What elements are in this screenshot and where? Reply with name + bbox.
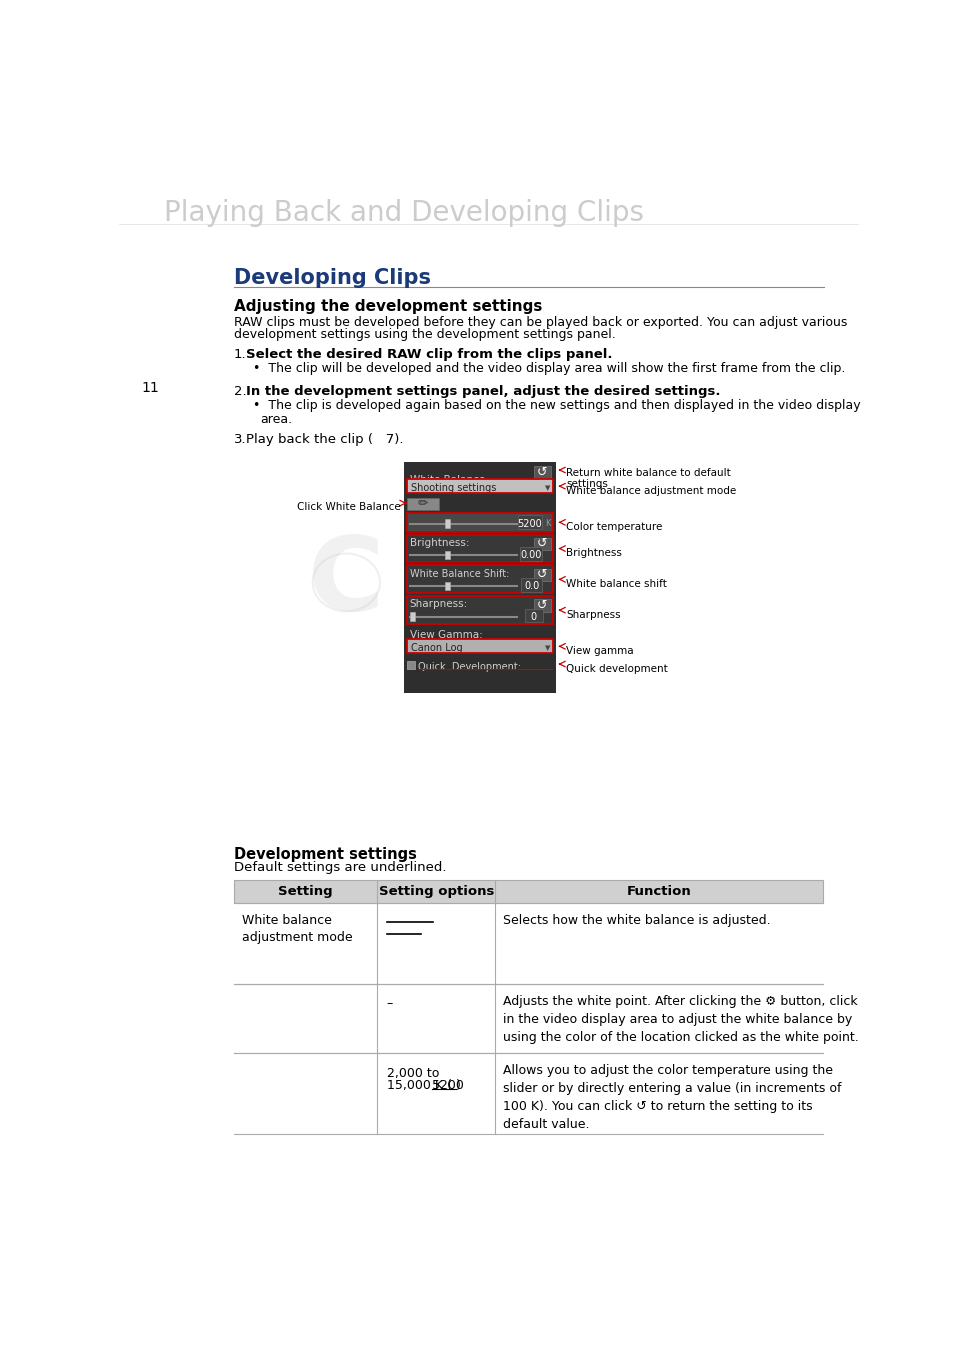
Text: Default settings are underlined.: Default settings are underlined. — [233, 861, 446, 875]
Text: Playing Back and Developing Clips: Playing Back and Developing Clips — [164, 198, 643, 227]
Text: Setting: Setting — [277, 884, 333, 898]
Bar — [404, 462, 555, 694]
Text: RAW clips must be developed before they can be played back or exported. You can : RAW clips must be developed before they … — [233, 316, 846, 329]
Text: ✏: ✏ — [417, 497, 428, 510]
Bar — [233, 984, 822, 1053]
Text: Color temperature: Color temperature — [566, 522, 662, 532]
Bar — [406, 513, 553, 532]
Bar — [524, 609, 542, 622]
Text: 15,000 K (: 15,000 K ( — [386, 1079, 451, 1092]
Text: White balance
adjustment mode: White balance adjustment mode — [241, 914, 352, 944]
Text: ↺: ↺ — [537, 466, 547, 479]
Bar — [406, 597, 553, 624]
Bar — [406, 498, 439, 510]
Bar — [406, 535, 553, 563]
Text: 2,000 to: 2,000 to — [386, 1066, 438, 1080]
Text: –: – — [386, 998, 393, 1010]
Text: 3.: 3. — [233, 433, 246, 446]
Text: Selects how the white balance is adjusted.: Selects how the white balance is adjuste… — [502, 914, 770, 927]
Text: View Gamma:: View Gamma: — [410, 630, 482, 640]
Text: 0.00: 0.00 — [519, 551, 541, 560]
Text: ▼: ▼ — [544, 485, 550, 490]
Bar — [534, 466, 550, 478]
Bar — [406, 662, 415, 668]
Text: Select the desired RAW clip from the clips panel.: Select the desired RAW clip from the cli… — [246, 348, 612, 362]
Text: area.: area. — [260, 413, 293, 427]
Text: Return white balance to default: Return white balance to default — [566, 467, 730, 478]
Text: K: K — [544, 520, 550, 528]
Text: Adjusts the white point. After clicking the ⚙ button, click
in the video display: Adjusts the white point. After clicking … — [502, 995, 858, 1044]
Text: Adjusting the development settings: Adjusting the development settings — [233, 300, 541, 315]
Bar — [406, 479, 553, 493]
Text: ↺: ↺ — [537, 599, 547, 612]
Bar — [521, 578, 541, 591]
Text: ↺: ↺ — [537, 537, 547, 551]
Text: development settings using the development settings panel.: development settings using the developme… — [233, 328, 615, 342]
Text: White balance adjustment mode: White balance adjustment mode — [566, 486, 736, 495]
Text: Developing Clips: Developing Clips — [233, 269, 431, 289]
Text: Allows you to adjust the color temperature using the
slider or by directly enter: Allows you to adjust the color temperatu… — [502, 1064, 841, 1131]
Text: Brightness: Brightness — [566, 548, 621, 558]
Text: Canon Log: Canon Log — [410, 643, 462, 653]
Text: Setting options: Setting options — [378, 884, 494, 898]
Text: 5200: 5200 — [517, 518, 542, 529]
Text: 11: 11 — [141, 382, 158, 396]
Text: White balance shift: White balance shift — [566, 579, 666, 589]
Bar — [406, 566, 553, 593]
Text: ↺: ↺ — [537, 568, 547, 582]
Bar — [534, 568, 550, 580]
Text: In the development settings panel, adjust the desired settings.: In the development settings panel, adjus… — [246, 385, 720, 398]
Text: ): ) — [456, 1079, 460, 1092]
Bar — [233, 903, 822, 984]
Text: Function: Function — [625, 884, 690, 898]
Bar — [444, 582, 450, 590]
Bar — [233, 880, 822, 903]
Bar — [444, 520, 450, 528]
Text: •  The clip will be developed and the video display area will show the first fra: • The clip will be developed and the vid… — [253, 362, 844, 375]
Bar — [534, 599, 550, 612]
Text: settings: settings — [566, 479, 608, 489]
Bar — [534, 537, 550, 549]
Text: Brightness:: Brightness: — [410, 537, 469, 548]
Text: Click White Balance: Click White Balance — [297, 502, 401, 512]
Text: 2.: 2. — [233, 385, 246, 398]
Bar — [519, 547, 541, 560]
Text: 5200: 5200 — [431, 1079, 463, 1092]
Text: Shooting settings: Shooting settings — [410, 483, 496, 493]
Text: View gamma: View gamma — [566, 645, 634, 656]
Bar — [406, 479, 553, 493]
Text: 0: 0 — [530, 612, 537, 622]
Text: C: C — [308, 532, 384, 633]
Text: Development settings: Development settings — [233, 848, 416, 863]
Text: Sharpness: Sharpness — [566, 610, 620, 620]
Bar — [233, 1053, 822, 1134]
Text: Play back the clip (   7).: Play back the clip ( 7). — [246, 433, 403, 446]
Text: 0.0: 0.0 — [523, 582, 538, 591]
Text: Sharpness:: Sharpness: — [410, 599, 468, 609]
Bar — [444, 551, 450, 559]
Text: •  The clip is developed again based on the new settings and then displayed in t: • The clip is developed again based on t… — [253, 400, 860, 412]
Text: Quick  Development:: Quick Development: — [417, 662, 520, 672]
Bar — [406, 640, 553, 653]
Text: Quick development: Quick development — [566, 664, 667, 674]
Text: White Balance:: White Balance: — [410, 475, 488, 485]
Bar — [517, 516, 541, 529]
Text: 1.: 1. — [233, 348, 246, 362]
Text: White Balance Shift:: White Balance Shift: — [410, 568, 509, 579]
Bar — [406, 640, 553, 653]
Bar — [233, 880, 822, 903]
Text: ▼: ▼ — [544, 645, 550, 651]
Bar — [410, 613, 415, 621]
